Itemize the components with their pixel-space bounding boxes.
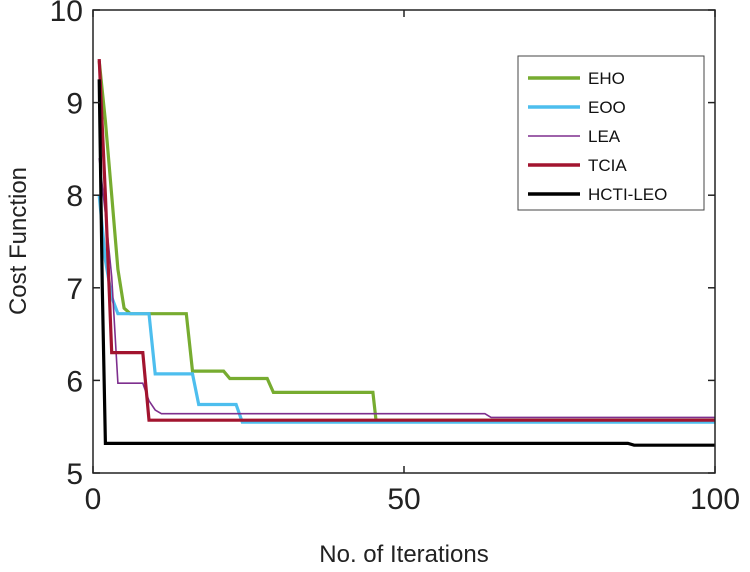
y-tick-label: 5 bbox=[66, 458, 83, 491]
y-axis-label: Cost Function bbox=[5, 167, 32, 315]
x-axis-ticks: 0 50 100 bbox=[85, 10, 740, 516]
y-tick-label: 8 bbox=[66, 180, 83, 213]
series-lines bbox=[97, 59, 715, 447]
x-axis-label: No. of Iterations bbox=[319, 541, 488, 568]
y-tick-label: 9 bbox=[66, 88, 83, 121]
series-line-eho bbox=[97, 60, 715, 422]
series-line-lea bbox=[98, 158, 715, 419]
y-axis-ticks: 5 6 7 8 9 10 bbox=[50, 0, 715, 491]
series-line-hcti-leo bbox=[97, 79, 715, 447]
y-tick-label: 7 bbox=[66, 273, 83, 306]
legend-label-hcti-leo: HCTI-LEO bbox=[588, 185, 667, 204]
x-tick-label: 0 bbox=[85, 483, 102, 516]
legend-label-lea: LEA bbox=[588, 127, 621, 146]
x-tick-label: 50 bbox=[387, 483, 420, 516]
series-line-tcia bbox=[97, 59, 715, 422]
legend-label-eho: EHO bbox=[588, 69, 625, 88]
legend: EHO EOO LEA TCIA HCTI-LEO bbox=[517, 55, 705, 211]
y-tick-label: 6 bbox=[66, 365, 83, 398]
x-tick-label: 100 bbox=[690, 483, 740, 516]
y-tick-label: 10 bbox=[50, 0, 83, 28]
legend-label-tcia: TCIA bbox=[588, 156, 627, 175]
legend-box bbox=[517, 55, 705, 211]
legend-label-eoo: EOO bbox=[588, 98, 626, 117]
